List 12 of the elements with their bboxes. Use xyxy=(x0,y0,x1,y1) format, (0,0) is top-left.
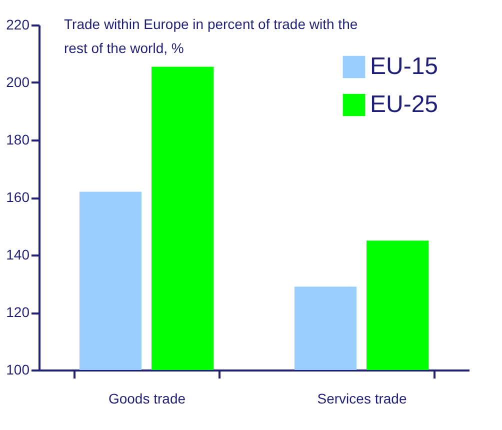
y-tick-label: 100 xyxy=(6,362,30,378)
x-tick-label: Goods trade xyxy=(108,390,186,406)
legend-label: EU-25 xyxy=(370,91,438,118)
legend-label: EU-15 xyxy=(370,53,438,80)
y-tick-label: 180 xyxy=(6,132,30,148)
y-tick-label: 120 xyxy=(6,304,30,320)
x-tick-label: Services trade xyxy=(317,390,407,406)
chart-title: Trade within Europe in percent of trade with the rest of the world, % xyxy=(64,16,358,56)
y-tick-label: 220 xyxy=(6,16,30,32)
y-tick-label: 200 xyxy=(6,74,30,90)
y-tick-label: 160 xyxy=(6,189,30,205)
y-tick-label: 140 xyxy=(6,246,30,262)
